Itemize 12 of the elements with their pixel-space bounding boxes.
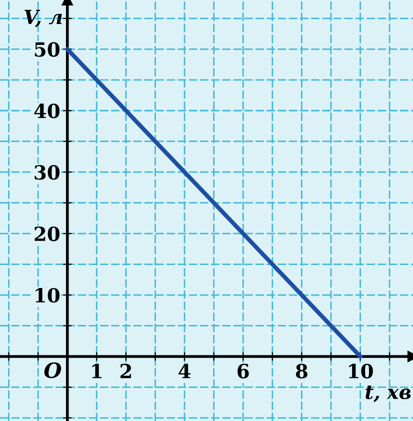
annotation: O — [44, 362, 62, 378]
x-tick-label: 10 — [349, 364, 373, 378]
x-tick-label: 6 — [238, 364, 249, 378]
y-tick-label: 50 — [34, 42, 60, 57]
y-tick-label: 20 — [34, 226, 60, 242]
x-tick-label: 4 — [178, 364, 190, 378]
x-tick-label: 8 — [296, 364, 308, 378]
y-tick-label: 30 — [34, 165, 60, 180]
x-tick-label: 2 — [120, 364, 131, 378]
y-tick-label: 10 — [36, 288, 60, 303]
y-tick-label: 40 — [34, 104, 60, 118]
x-tick-label: 1 — [92, 364, 102, 378]
